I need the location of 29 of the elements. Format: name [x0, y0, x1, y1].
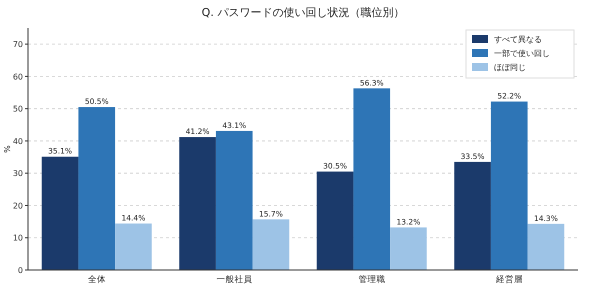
y-tick-label: 50: [12, 104, 23, 114]
bar: [252, 219, 290, 270]
x-tick-label: 全体: [88, 274, 106, 285]
bar: [42, 156, 78, 270]
y-tick-label: 10: [12, 234, 23, 243]
legend-label: ほぼ同じ: [494, 63, 526, 72]
y-tick-label: 20: [12, 201, 23, 210]
bar: [454, 162, 491, 270]
bar: [316, 172, 354, 270]
legend-label: すべて異なる: [494, 35, 542, 44]
bar: [390, 227, 427, 270]
y-axis-title: %: [3, 144, 12, 153]
bar: [78, 107, 116, 270]
chart-title: Q. パスワードの使い回し状況（職位別）: [202, 6, 404, 19]
y-tick-label: 60: [12, 72, 23, 82]
x-tick-label: 管理職: [358, 274, 386, 285]
x-tick-label: 経営層: [494, 274, 523, 285]
bar: [115, 224, 152, 270]
bar: [528, 224, 564, 270]
bar: [179, 137, 216, 270]
x-tick-label: 一般社員: [216, 274, 252, 285]
y-tick-label: 40: [12, 136, 23, 146]
bar: [353, 88, 390, 270]
bar: [490, 102, 528, 270]
y-tick-label: 0: [18, 266, 23, 275]
bar: [216, 130, 253, 270]
y-tick-label: 30: [12, 169, 23, 178]
legend-label: 一部で使い回し: [494, 49, 550, 58]
y-tick-label: 70: [12, 40, 23, 50]
